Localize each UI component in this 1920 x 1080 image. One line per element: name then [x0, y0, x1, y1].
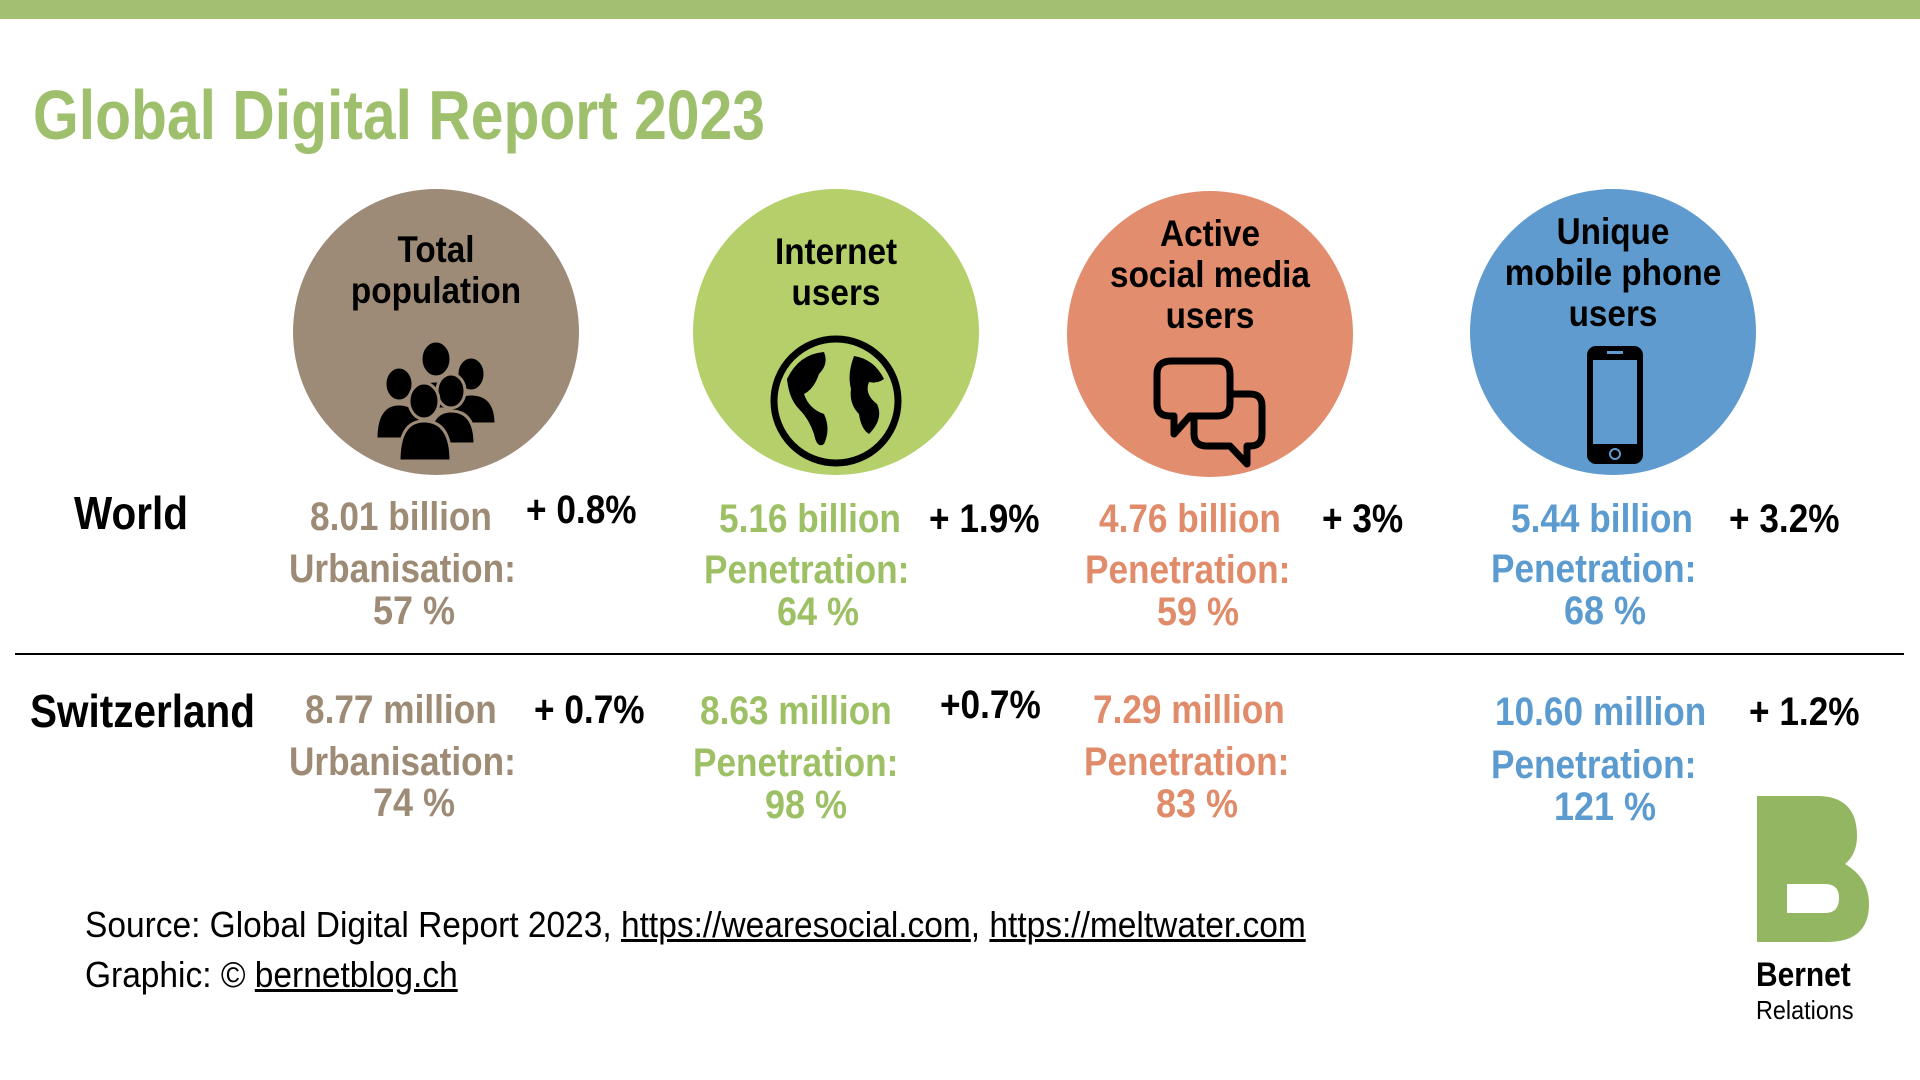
- circle-internet-users: Internet users: [693, 189, 979, 475]
- circle-title-line: Total: [397, 229, 475, 270]
- world-population-value: 8.01 billion: [310, 495, 492, 539]
- ch-mobile-delta: + 1.2%: [1749, 690, 1860, 734]
- link-bernetblog[interactable]: bernetblog.ch: [254, 954, 458, 995]
- world-urbanisation-value: 57 %: [372, 589, 456, 633]
- circle-title-line: population: [350, 270, 522, 311]
- logo-subtitle: Relations: [1756, 995, 1854, 1025]
- link-wearesocial[interactable]: https://wearesocial.com: [620, 904, 971, 945]
- circle-mobile-phone-users: Unique mobile phone users: [1470, 189, 1756, 475]
- mobile-phone-icon: [1587, 346, 1643, 464]
- world-social-penetration-value: 59 %: [1156, 590, 1240, 634]
- circle-title-line: social media: [1110, 254, 1310, 295]
- link-meltwater[interactable]: https://meltwater.com: [989, 904, 1306, 945]
- circle-total-population: Total population: [293, 189, 579, 475]
- world-internet-penetration-value: 64 %: [776, 590, 860, 634]
- globe-icon: [770, 335, 902, 467]
- circle-title-line: users: [1165, 295, 1255, 336]
- ch-mobile-penetration-label: Penetration:: [1491, 743, 1697, 787]
- world-mobile-delta: + 3.2%: [1729, 497, 1840, 541]
- world-internet-penetration-label: Penetration:: [704, 548, 910, 592]
- ch-population-value: 8.77 million: [305, 688, 497, 732]
- world-internet-delta: + 1.9%: [929, 497, 1040, 541]
- ch-social-value: 7.29 million: [1093, 688, 1285, 732]
- circle-title-line: Internet: [774, 231, 898, 272]
- top-accent-bar: [0, 0, 1920, 19]
- world-mobile-penetration-value: 68 %: [1563, 589, 1647, 633]
- circle-title-line: Active: [1160, 213, 1260, 254]
- circle-title-line: users: [791, 272, 881, 313]
- ch-mobile-penetration-value: 121 %: [1553, 785, 1657, 829]
- source-separator: ,: [970, 904, 990, 945]
- ch-internet-value: 8.63 million: [700, 689, 892, 733]
- ch-population-delta: + 0.7%: [534, 688, 645, 732]
- world-mobile-penetration-label: Penetration:: [1491, 547, 1697, 591]
- source-line: Source: Global Digital Report 2023, http…: [85, 907, 1306, 943]
- ch-mobile-value: 10.60 million: [1495, 690, 1707, 734]
- graphic-prefix: Graphic: ©: [85, 954, 255, 995]
- circle-title-line: mobile phone: [1504, 252, 1722, 293]
- logo-name: Bernet: [1756, 956, 1851, 994]
- speech-bubbles-icon: [1153, 357, 1266, 468]
- world-social-penetration-label: Penetration:: [1085, 548, 1291, 592]
- ch-internet-penetration-label: Penetration:: [693, 741, 899, 785]
- circle-title-line: Unique: [1556, 211, 1670, 252]
- world-mobile-value: 5.44 billion: [1511, 497, 1693, 541]
- world-urbanisation-label: Urbanisation:: [289, 547, 516, 591]
- ch-internet-penetration-value: 98 %: [764, 783, 848, 827]
- page-title: Global Digital Report 2023: [33, 76, 765, 154]
- ch-urbanisation-value: 74 %: [372, 781, 456, 825]
- row-divider: [15, 653, 1904, 655]
- row-label-switzerland: Switzerland: [30, 685, 255, 737]
- world-population-delta: + 0.8%: [526, 488, 637, 532]
- ch-social-penetration-label: Penetration:: [1084, 740, 1290, 784]
- row-label-world: World: [74, 487, 188, 539]
- ch-urbanisation-label: Urbanisation:: [289, 740, 516, 784]
- world-social-delta: + 3%: [1322, 497, 1404, 541]
- bernet-logo-b-icon: [1757, 796, 1869, 942]
- circle-title-line: users: [1568, 293, 1658, 334]
- graphic-credit-line: Graphic: © bernetblog.ch: [85, 957, 458, 993]
- circle-social-media-users: Active social media users: [1067, 191, 1353, 477]
- world-social-value: 4.76 billion: [1099, 497, 1281, 541]
- people-group-icon: [374, 339, 498, 461]
- ch-social-penetration-value: 83 %: [1155, 782, 1239, 826]
- ch-internet-delta: +0.7%: [940, 683, 1041, 727]
- source-prefix: Source: Global Digital Report 2023,: [85, 904, 621, 945]
- world-internet-value: 5.16 billion: [719, 497, 901, 541]
